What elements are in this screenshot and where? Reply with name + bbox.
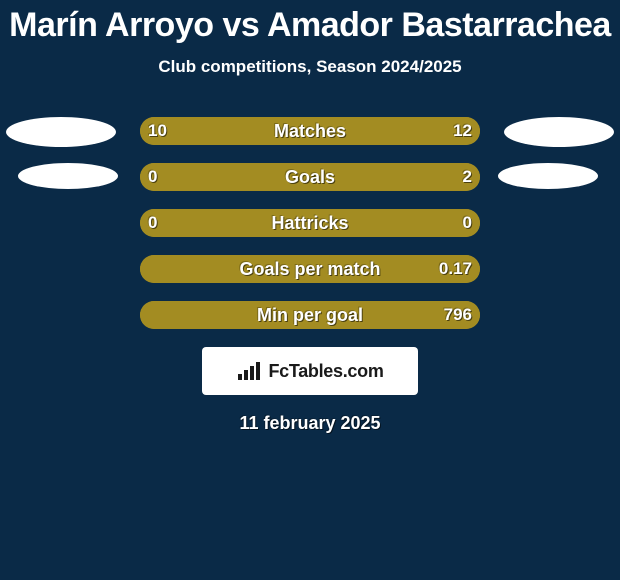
stat-value-left: 0 xyxy=(148,209,157,237)
stat-value-right: 0 xyxy=(463,209,472,237)
stat-label: Goals per match xyxy=(140,255,480,283)
stat-row: Goals per match0.17 xyxy=(0,255,620,283)
bar-chart-icon xyxy=(236,360,262,382)
stat-value-left: 10 xyxy=(148,117,167,145)
stat-row: Min per goal796 xyxy=(0,301,620,329)
stat-value-right: 2 xyxy=(463,163,472,191)
stat-row: Goals0 2 xyxy=(0,163,620,191)
source-badge-text: FcTables.com xyxy=(268,361,383,382)
stat-value-right: 12 xyxy=(453,117,472,145)
stat-row: Hattricks0 0 xyxy=(0,209,620,237)
stat-row: Matches10 12 xyxy=(0,117,620,145)
stat-value-right: 0.17 xyxy=(439,255,472,283)
stats-area: Matches1012Goals02Hattricks00Goals per m… xyxy=(0,117,620,329)
page-title: Marín Arroyo vs Amador Bastarrachea xyxy=(0,0,620,45)
stat-value-right: 796 xyxy=(444,301,472,329)
infographic-canvas: Marín Arroyo vs Amador Bastarrachea Club… xyxy=(0,0,620,580)
source-badge: FcTables.com xyxy=(202,347,418,395)
stat-label: Goals xyxy=(140,163,480,191)
subtitle: Club competitions, Season 2024/2025 xyxy=(0,57,620,77)
stat-label: Matches xyxy=(140,117,480,145)
stat-label: Hattricks xyxy=(140,209,480,237)
update-date: 11 february 2025 xyxy=(0,413,620,434)
stat-label: Min per goal xyxy=(140,301,480,329)
stat-value-left: 0 xyxy=(148,163,157,191)
